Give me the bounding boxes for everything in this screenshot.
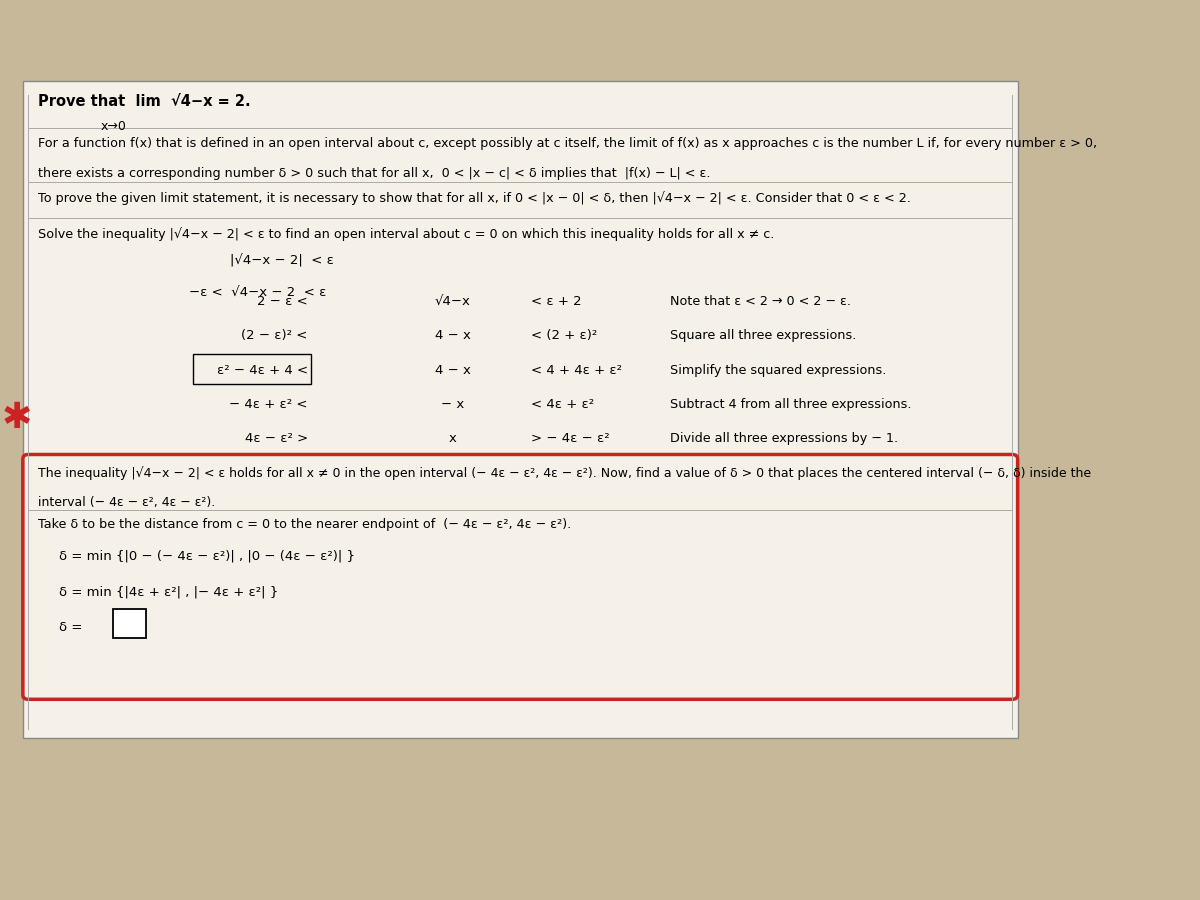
Text: Square all three expressions.: Square all three expressions. bbox=[671, 329, 857, 342]
Text: To prove the given limit statement, it is necessary to show that for all x, if 0: To prove the given limit statement, it i… bbox=[38, 191, 911, 204]
Text: 2 − ε <: 2 − ε < bbox=[257, 295, 307, 308]
Text: ε² − 4ε + 4 <: ε² − 4ε + 4 < bbox=[217, 364, 307, 376]
Text: Subtract 4 from all three expressions.: Subtract 4 from all three expressions. bbox=[671, 398, 912, 410]
Text: < ε + 2: < ε + 2 bbox=[530, 295, 581, 308]
Text: there exists a corresponding number δ > 0 such that for all x,  0 < |x − c| < δ : there exists a corresponding number δ > … bbox=[38, 166, 710, 179]
Text: x: x bbox=[449, 432, 457, 445]
Text: 4 − x: 4 − x bbox=[434, 364, 470, 376]
Text: (2 − ε)² <: (2 − ε)² < bbox=[241, 329, 307, 342]
Text: ✱: ✱ bbox=[1, 401, 31, 436]
FancyBboxPatch shape bbox=[23, 81, 1018, 738]
Text: interval (− 4ε − ε², 4ε − ε²).: interval (− 4ε − ε², 4ε − ε²). bbox=[38, 496, 216, 508]
Text: √4−x: √4−x bbox=[434, 295, 470, 308]
Text: The inequality |√4−x − 2| < ε holds for all x ≠ 0 in the open interval (− 4ε − ε: The inequality |√4−x − 2| < ε holds for … bbox=[38, 466, 1092, 480]
Text: |√4−x − 2|  < ε: |√4−x − 2| < ε bbox=[230, 254, 334, 267]
FancyBboxPatch shape bbox=[113, 609, 146, 638]
Text: 4 − x: 4 − x bbox=[434, 329, 470, 342]
Text: < 4 + 4ε + ε²: < 4 + 4ε + ε² bbox=[530, 364, 622, 376]
Text: δ =: δ = bbox=[59, 621, 86, 634]
Text: Simplify the squared expressions.: Simplify the squared expressions. bbox=[671, 364, 887, 376]
Text: For a function f(x) that is defined in an open interval about c, except possibly: For a function f(x) that is defined in a… bbox=[38, 137, 1098, 149]
Text: Note that ε < 2 → 0 < 2 − ε.: Note that ε < 2 → 0 < 2 − ε. bbox=[671, 295, 852, 308]
Text: δ = min {|0 − (− 4ε − ε²)| , |0 − (4ε − ε²)| }: δ = min {|0 − (− 4ε − ε²)| , |0 − (4ε − … bbox=[59, 549, 355, 562]
Text: < 4ε + ε²: < 4ε + ε² bbox=[530, 398, 594, 410]
Text: Divide all three expressions by − 1.: Divide all three expressions by − 1. bbox=[671, 432, 899, 445]
Text: > − 4ε − ε²: > − 4ε − ε² bbox=[530, 432, 610, 445]
Text: < (2 + ε)²: < (2 + ε)² bbox=[530, 329, 596, 342]
Text: − x: − x bbox=[442, 398, 464, 410]
Text: Solve the inequality |√4−x − 2| < ε to find an open interval about c = 0 on whic: Solve the inequality |√4−x − 2| < ε to f… bbox=[38, 227, 775, 240]
Text: δ = min {|4ε + ε²| , |− 4ε + ε²| }: δ = min {|4ε + ε²| , |− 4ε + ε²| } bbox=[59, 585, 278, 598]
Text: Prove that  lim  √4−x = 2.: Prove that lim √4−x = 2. bbox=[38, 94, 251, 110]
Text: 4ε − ε² >: 4ε − ε² > bbox=[245, 432, 307, 445]
Text: Take δ to be the distance from c = 0 to the nearer endpoint of  (− 4ε − ε², 4ε −: Take δ to be the distance from c = 0 to … bbox=[38, 518, 571, 531]
Text: x→0: x→0 bbox=[101, 120, 126, 132]
Text: − 4ε + ε² <: − 4ε + ε² < bbox=[229, 398, 307, 410]
Text: −ε <  √4−x − 2  < ε: −ε < √4−x − 2 < ε bbox=[188, 286, 326, 299]
